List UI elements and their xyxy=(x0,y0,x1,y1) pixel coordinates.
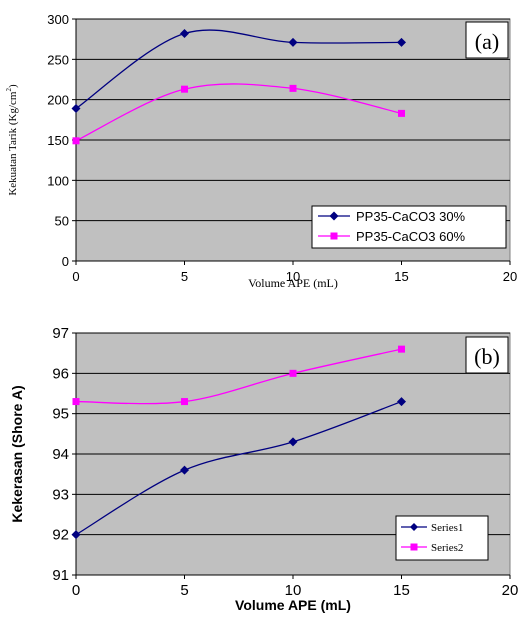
chart-a-x-tick-label: 10 xyxy=(286,269,300,284)
chart-b-y-tick-label: 91 xyxy=(52,567,69,584)
chart-b-y-tick-label: 97 xyxy=(52,325,69,342)
chart-b-y-axis-label: Kekerasan (Shore A) xyxy=(9,385,25,522)
chart-a-legend: PP35-CaCO3 30% PP35-CaCO3 60% xyxy=(311,205,507,249)
chart-b-tick-labels: 91 92 93 94 95 96 97 0 5 10 15 20 xyxy=(52,325,518,599)
chart-a-series-1-point xyxy=(180,29,189,39)
chart-a-y-tick-label: 50 xyxy=(55,214,69,229)
chart-a-legend-label-2: PP35-CaCO3 60% xyxy=(356,229,466,244)
chart-b-series-1-point xyxy=(288,437,298,447)
chart-a-series-2-point xyxy=(398,109,405,117)
chart-b-y-tick-label: 95 xyxy=(52,406,69,423)
chart-b-x-tick-label: 0 xyxy=(72,582,80,599)
chart-b-x-tick-label: 15 xyxy=(393,582,410,599)
chart-b-series-1-point xyxy=(71,530,81,540)
chart-a-legend-label-1: PP35-CaCO3 30% xyxy=(356,209,466,224)
chart-b-series-2-point xyxy=(398,345,405,353)
chart-a-series-2-point xyxy=(72,137,80,145)
chart-a-x-tick-label: 5 xyxy=(181,269,188,284)
chart-a: 0 50 100 150 200 250 300 0 5 10 15 20 (a) Volume AP… xyxy=(5,12,517,290)
chart-a-series-1-point xyxy=(397,37,406,47)
chart-a-y-axis-label: Kekuatan Tarik (Kg/cm2) xyxy=(5,84,19,196)
chart-b: 91 92 93 94 95 96 97 0 5 10 15 20 (b) Volume APE (m… xyxy=(9,325,518,613)
chart-a-y-tick-label: 300 xyxy=(47,12,69,27)
chart-b-legend: Series1 Series2 xyxy=(395,515,489,561)
chart-a-tick-labels: 0 50 100 150 200 250 300 0 5 10 15 20 xyxy=(47,12,517,284)
chart-b-legend-marker-1 xyxy=(410,523,418,531)
chart-b-series-1-point xyxy=(397,397,406,407)
chart-b-panel-label-box xyxy=(465,336,509,374)
chart-a-series-1-point xyxy=(288,37,298,47)
chart-a-series-2-line xyxy=(75,83,402,142)
chart-b-panel-label: (b) xyxy=(474,344,500,369)
chart-a-series-2-point xyxy=(289,84,297,92)
chart-b-series xyxy=(71,345,406,540)
chart-a-x-axis-label: Volume APE (mL) xyxy=(248,276,338,290)
chart-b-y-tick-label: 94 xyxy=(52,446,69,463)
chart-a-panel-label: (a) xyxy=(475,29,499,54)
chart-a-y-tick-label: 250 xyxy=(47,52,69,67)
chart-b-series-2-point xyxy=(181,398,188,406)
chart-a-legend-marker-1 xyxy=(329,211,339,221)
chart-a-series xyxy=(71,29,406,145)
chart-b-legend-label-1: Series1 xyxy=(431,522,463,534)
chart-b-y-tick-label: 92 xyxy=(52,527,69,544)
chart-b-x-axis-label: Volume APE (mL) xyxy=(235,597,351,613)
chart-a-x-tick-label: 0 xyxy=(72,269,79,284)
chart-b-legend-box xyxy=(395,515,489,561)
chart-a-series-1-line xyxy=(75,29,402,110)
chart-b-legend-marker-2 xyxy=(410,543,418,551)
chart-b-y-tick-label: 96 xyxy=(52,365,69,382)
chart-a-legend-marker-2 xyxy=(330,232,338,240)
chart-a-series-1-point xyxy=(71,104,81,114)
chart-b-series-2-point xyxy=(289,369,297,377)
chart-a-x-tick-label: 20 xyxy=(503,269,517,284)
chart-a-series-2-point xyxy=(181,85,188,93)
chart-b-series-1-point xyxy=(180,465,189,475)
chart-b-series-2-point xyxy=(72,398,80,406)
chart-a-panel-label-box xyxy=(465,21,509,59)
chart-a-y-tick-label: 150 xyxy=(47,133,69,148)
chart-b-x-tick-label: 20 xyxy=(502,582,519,599)
chart-a-legend-box xyxy=(311,205,507,249)
chart-a-x-tick-label: 15 xyxy=(394,269,408,284)
chart-b-series-2-line xyxy=(75,348,402,405)
chart-a-y-tick-label: 200 xyxy=(47,93,69,108)
chart-a-y-tick-label: 100 xyxy=(47,173,69,188)
chart-b-legend-label-2: Series2 xyxy=(431,542,463,554)
chart-b-x-tick-label: 10 xyxy=(285,582,302,599)
chart-b-x-tick-label: 5 xyxy=(180,582,188,599)
chart-b-series-1-line xyxy=(75,400,402,536)
chart-a-y-tick-label: 0 xyxy=(62,254,69,269)
chart-b-y-tick-label: 93 xyxy=(52,486,69,503)
